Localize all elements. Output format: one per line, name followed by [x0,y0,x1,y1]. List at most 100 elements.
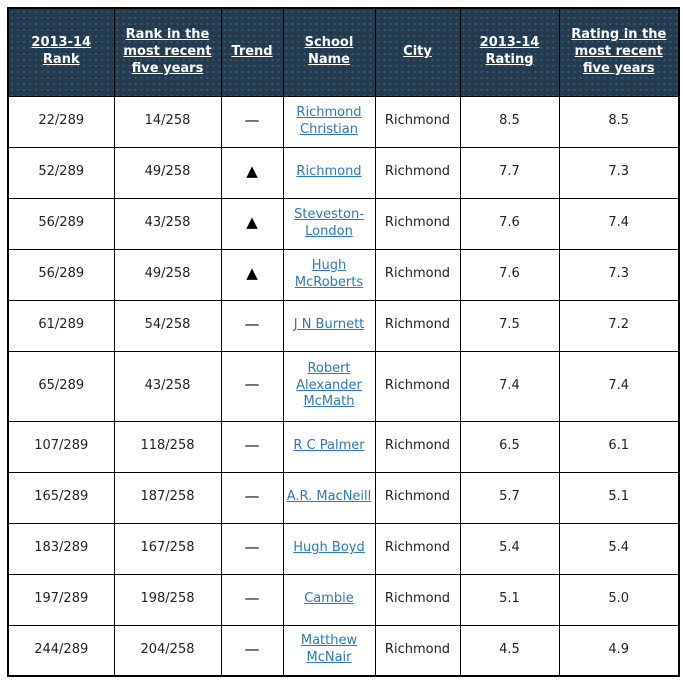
table-row: 183/289 167/258 — Hugh Boyd Richmond 5.4… [7,522,680,575]
school-name-cell: Hugh McRoberts [282,248,376,301]
rating-cell: 7.5 [459,299,560,352]
rank-recent-cell: 167/258 [113,522,222,575]
table-row: 56/289 43/258 ▲ Steveston-London Richmon… [7,197,680,250]
trend-up-icon: ▲ [246,263,258,282]
table-row: 61/289 54/258 — J N Burnett Richmond 7.5… [7,299,680,352]
rank-cell: 22/289 [7,95,115,148]
city-cell: Richmond [374,624,461,677]
school-link[interactable]: Hugh McRoberts [294,257,364,290]
table-row: 65/289 43/258 — Robert Alexander McMath … [7,350,680,422]
rating-recent-cell: 5.1 [558,471,680,524]
rank-cell: 244/289 [7,624,115,677]
school-link[interactable]: Steveston-London [294,206,364,239]
school-name-cell: R C Palmer [282,420,376,473]
rating-recent-cell: 7.4 [558,197,680,250]
sort-link-rank-2013-14[interactable]: 2013-14 Rank [31,35,92,68]
sort-link-school-name[interactable]: School Name [304,35,354,68]
city-cell: Richmond [374,573,461,626]
trend-cell: ▲ [220,197,284,250]
school-link[interactable]: R C Palmer [293,438,365,454]
trend-flat-icon: — [244,375,260,394]
rank-recent-cell: 43/258 [113,197,222,250]
rank-recent-cell: 187/258 [113,471,222,524]
rank-cell: 183/289 [7,522,115,575]
rank-cell: 197/289 [7,573,115,626]
rating-cell: 4.5 [459,624,560,677]
school-link[interactable]: Cambie [304,591,354,607]
school-name-cell: Hugh Boyd [282,522,376,575]
trend-flat-icon: — [244,435,260,454]
rating-cell: 5.4 [459,522,560,575]
table-body: 22/289 14/258 — Richmond Christian Richm… [7,95,680,677]
trend-cell: — [220,350,284,422]
city-cell: Richmond [374,197,461,250]
trend-cell: — [220,624,284,677]
column-header-school-name[interactable]: School Name [282,7,376,97]
rating-recent-cell: 7.2 [558,299,680,352]
school-name-cell: A.R. MacNeill [282,471,376,524]
column-header-trend[interactable]: Trend [220,7,284,97]
rating-recent-cell: 5.0 [558,573,680,626]
rank-cell: 165/289 [7,471,115,524]
column-header-rank-recent[interactable]: Rank in the most recent five years [113,7,222,97]
column-header-rating-recent[interactable]: Rating in the most recent five years [558,7,680,97]
rank-recent-cell: 198/258 [113,573,222,626]
city-cell: Richmond [374,350,461,422]
table-row: 22/289 14/258 — Richmond Christian Richm… [7,95,680,148]
trend-flat-icon: — [244,639,260,658]
sort-link-rating-2013-14[interactable]: 2013-14 Rating [479,35,540,68]
school-name-cell: Matthew McNair [282,624,376,677]
trend-up-icon: ▲ [246,161,258,180]
school-link[interactable]: Richmond Christian [296,104,362,137]
rating-cell: 7.6 [459,248,560,301]
sort-link-trend[interactable]: Trend [231,43,273,59]
trend-cell: — [220,522,284,575]
rating-recent-cell: 6.1 [558,420,680,473]
rank-recent-cell: 54/258 [113,299,222,352]
rating-recent-cell: 7.4 [558,350,680,422]
school-link[interactable]: Hugh Boyd [293,540,365,556]
rating-cell: 8.5 [459,95,560,148]
rating-recent-cell: 7.3 [558,248,680,301]
city-cell: Richmond [374,299,461,352]
city-cell: Richmond [374,146,461,199]
trend-up-icon: ▲ [246,212,258,231]
trend-flat-icon: — [244,537,260,556]
rank-recent-cell: 49/258 [113,146,222,199]
school-link[interactable]: Robert Alexander McMath [296,360,362,410]
rank-recent-cell: 14/258 [113,95,222,148]
trend-cell: — [220,299,284,352]
sort-link-rank-recent[interactable]: Rank in the most recent five years [123,26,212,76]
rank-cell: 56/289 [7,248,115,301]
trend-cell: — [220,573,284,626]
school-name-cell: Steveston-London [282,197,376,250]
school-name-cell: J N Burnett [282,299,376,352]
city-cell: Richmond [374,95,461,148]
school-link[interactable]: Matthew McNair [300,633,358,666]
school-link[interactable]: Richmond [296,164,362,180]
rating-recent-cell: 8.5 [558,95,680,148]
trend-cell: — [220,420,284,473]
column-header-rating-2013-14[interactable]: 2013-14 Rating [459,7,560,97]
rank-recent-cell: 49/258 [113,248,222,301]
table-row: 197/289 198/258 — Cambie Richmond 5.1 5.… [7,573,680,626]
school-link[interactable]: A.R. MacNeill [286,489,372,505]
trend-flat-icon: — [244,110,260,129]
sort-link-rating-recent[interactable]: Rating in the most recent five years [571,26,667,76]
rating-cell: 5.7 [459,471,560,524]
rank-cell: 61/289 [7,299,115,352]
trend-flat-icon: — [244,314,260,333]
sort-link-city[interactable]: City [403,43,432,59]
column-header-city[interactable]: City [374,7,461,97]
school-name-cell: Cambie [282,573,376,626]
school-name-cell: Robert Alexander McMath [282,350,376,422]
school-link[interactable]: J N Burnett [293,317,365,333]
column-header-rank-2013-14[interactable]: 2013-14 Rank [7,7,115,97]
rank-cell: 107/289 [7,420,115,473]
rank-recent-cell: 43/258 [113,350,222,422]
rating-cell: 5.1 [459,573,560,626]
rating-cell: 6.5 [459,420,560,473]
school-rankings-table: 2013-14 Rank Rank in the most recent fiv… [7,7,680,677]
rank-recent-cell: 204/258 [113,624,222,677]
